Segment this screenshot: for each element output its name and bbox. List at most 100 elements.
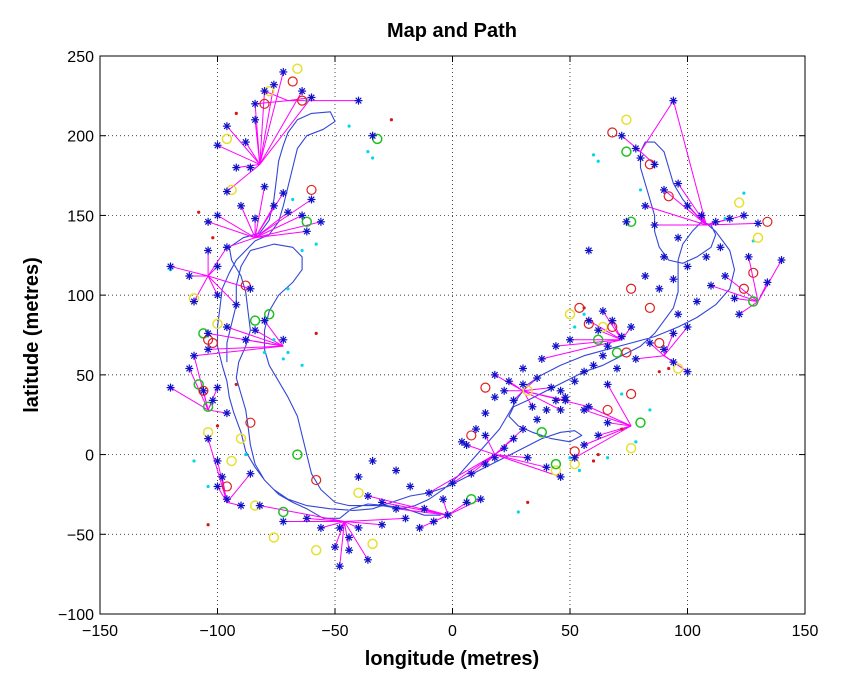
landmark-star: [650, 220, 659, 229]
landmark-star: [213, 291, 222, 300]
observation-line: [207, 438, 228, 503]
green-marker: [263, 309, 275, 320]
landmark-star: [467, 469, 476, 478]
red-circle-marker: [625, 283, 637, 294]
landmark-star-stroke: [529, 403, 536, 410]
x-tick-label: −100: [199, 623, 235, 640]
landmark-star: [598, 351, 607, 360]
landmark-star-stroke: [223, 323, 231, 331]
observation-line: [344, 517, 406, 523]
landmark-star: [683, 323, 692, 332]
y-tick-label: 0: [85, 448, 94, 465]
landmark-star: [509, 396, 518, 405]
observation-line: [672, 100, 707, 226]
yellow-marker: [522, 385, 533, 397]
landmark-star-stroke: [547, 384, 555, 391]
landmark-star-stroke: [369, 132, 376, 139]
landmark-star: [669, 96, 678, 105]
landmark-star: [345, 533, 354, 542]
landmark-star: [655, 284, 664, 293]
landmark-star-stroke: [190, 298, 198, 305]
landmark-star: [260, 182, 269, 191]
landmark-star: [617, 332, 626, 341]
landmark-star-stroke: [336, 524, 343, 532]
landmark-star-stroke: [613, 365, 621, 372]
cyan-point: [573, 325, 577, 329]
green-marker: [536, 427, 548, 438]
observation-line: [320, 521, 345, 529]
landmark-star-stroke: [233, 301, 240, 308]
x-tick-label: −150: [82, 623, 118, 640]
landmark-star: [674, 233, 683, 242]
landmark-star: [190, 351, 198, 360]
landmark-star: [335, 562, 344, 571]
landmark-star: [222, 243, 231, 252]
landmark-star: [556, 472, 565, 481]
landmark-star: [307, 195, 316, 204]
cyan-point: [347, 124, 351, 128]
observation-line: [588, 406, 632, 427]
landmark-star: [222, 122, 231, 131]
landmark-star: [298, 211, 307, 220]
landmark-star: [378, 498, 386, 507]
landmark-star: [490, 453, 499, 462]
yellow-marker: [212, 318, 223, 330]
landmark-star-stroke: [308, 94, 315, 101]
landmark-star: [584, 246, 593, 255]
landmark-star: [354, 472, 363, 481]
landmark-star: [504, 377, 513, 386]
landmark-star: [542, 405, 551, 414]
red-point: [657, 370, 661, 374]
observation-line: [645, 205, 707, 226]
cyan-point: [272, 338, 276, 342]
landmark-star-stroke: [204, 330, 212, 337]
landmark-star-stroke: [533, 374, 541, 382]
observation-line: [259, 84, 275, 165]
observation-line: [208, 345, 284, 350]
y-tick-label: −50: [67, 527, 94, 544]
landmark-star-stroke: [580, 441, 588, 449]
cyan-point: [314, 242, 318, 246]
landmark-star-stroke: [378, 499, 386, 506]
landmark-star-stroke: [632, 355, 640, 363]
observation-line: [259, 90, 303, 165]
landmark-star-stroke: [186, 272, 193, 280]
landmark-star-stroke: [585, 403, 593, 410]
red-circle-marker: [207, 337, 218, 349]
red-point: [526, 500, 530, 504]
landmark-star-stroke: [491, 454, 499, 461]
x-tick-label: 0: [448, 623, 457, 640]
landmark-star: [669, 358, 678, 367]
yellow-marker: [353, 487, 364, 499]
red-circle-marker: [297, 95, 308, 106]
landmark-star: [660, 185, 668, 194]
observation-line: [207, 221, 256, 239]
landmark-star: [702, 252, 711, 261]
landmark-star: [608, 316, 617, 325]
landmark-star-stroke: [754, 220, 762, 227]
landmark-star: [251, 99, 260, 108]
landmark-star: [622, 217, 631, 226]
landmark-star: [683, 201, 692, 210]
red-point: [596, 452, 600, 457]
landmark-star-stroke: [458, 438, 466, 446]
observation-line: [344, 521, 383, 526]
landmark-star-stroke: [712, 218, 719, 226]
landmark-star: [500, 386, 509, 395]
green-marker: [292, 449, 303, 460]
observation-line: [245, 339, 284, 347]
landmark-star: [302, 514, 311, 523]
red-circle-marker: [245, 417, 256, 428]
observation-line: [170, 387, 209, 411]
landmark-star-stroke: [204, 247, 212, 254]
landmark-star-stroke: [510, 397, 517, 404]
landmark-star-stroke: [599, 352, 607, 359]
landmark-star-stroke: [656, 285, 663, 292]
landmark-star: [251, 115, 260, 124]
landmark-star-stroke: [364, 492, 372, 500]
red-point: [314, 331, 318, 336]
landmark-star-stroke: [618, 132, 625, 139]
y-tick-label: 200: [67, 129, 94, 146]
green-marker: [748, 296, 759, 307]
landmark-star: [570, 453, 579, 462]
